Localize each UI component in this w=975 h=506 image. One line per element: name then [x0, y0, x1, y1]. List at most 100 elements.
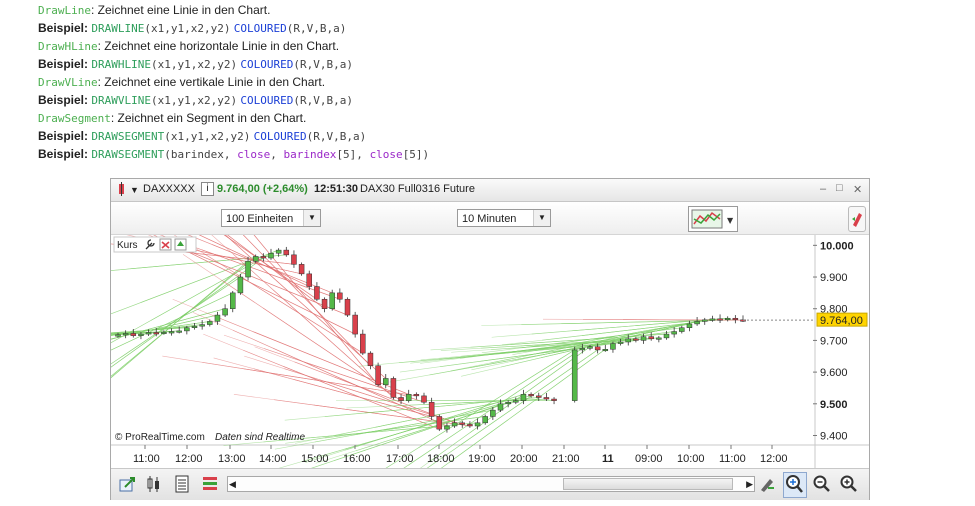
candle-body: [237, 276, 244, 294]
segment-line: [111, 331, 172, 336]
candle-body: [275, 249, 282, 254]
horizontal-scrollbar[interactable]: ◀ ▶: [227, 476, 755, 492]
layers-icon[interactable]: [201, 475, 219, 493]
candle-body: [383, 378, 389, 386]
candle-body: [625, 338, 631, 343]
doc-args: [5]): [402, 148, 430, 161]
pen-tool-icon: [852, 213, 862, 227]
segment-line: [315, 400, 516, 464]
scroll-left-icon[interactable]: ◀: [229, 479, 236, 489]
doc-colour-args: (R,V,B,a): [286, 22, 347, 35]
segment-line: [111, 314, 218, 340]
instrument-name[interactable]: DAXXXXX: [143, 183, 195, 195]
doc-keyword: DrawVLine: [38, 76, 98, 89]
indicator-button[interactable]: ▼: [688, 206, 738, 232]
candle-body: [482, 416, 488, 424]
candle-body: [230, 292, 236, 309]
candle-body: [551, 398, 557, 401]
y-tick-label: 9.400: [820, 430, 848, 442]
candle-body: [459, 422, 465, 425]
candle-body: [505, 401, 511, 405]
candle-body: [497, 403, 504, 411]
chart-window: ▼ DAXXXXX i 9.764,00 (+2,64%) 12:51:30 D…: [110, 178, 870, 500]
zoom-in-icon[interactable]: [840, 475, 858, 493]
x-tick-label: 13:00: [218, 453, 246, 465]
candle-body: [321, 298, 328, 309]
doc-variable: close: [369, 148, 403, 161]
auto-zoom-icon[interactable]: [783, 472, 807, 498]
candle-body: [176, 330, 182, 333]
candle-body: [390, 378, 397, 398]
segment-line: [147, 235, 348, 316]
candle-body: [138, 333, 144, 336]
x-tick-label: 11:00: [719, 453, 746, 465]
doc-description: : Zeichnet eine Linie in den Chart.: [90, 3, 271, 17]
doc-coloured: COLOURED: [240, 58, 294, 71]
candle-body: [444, 425, 450, 430]
info-icon[interactable]: i: [201, 182, 214, 196]
doc-line: Beispiel: DRAWHLINE(x1,y1,x2,y2) COLOURE…: [38, 55, 429, 73]
minimize-icon[interactable]: –: [820, 183, 827, 195]
add-indicator-icon[interactable]: [174, 238, 187, 251]
interval-select[interactable]: 10 Minuten ▼: [457, 209, 551, 227]
last-price-badge: 9.764,00: [816, 312, 868, 327]
candle-body: [222, 308, 228, 316]
wrench-icon[interactable]: [145, 239, 155, 250]
candle-body: [214, 314, 221, 322]
tool-side-button[interactable]: [848, 206, 866, 232]
segment-line: [213, 357, 432, 417]
candle-body: [571, 349, 578, 401]
segment-line: [430, 333, 667, 351]
segment-line: [403, 348, 583, 468]
dropdown-arrow-icon[interactable]: ▼: [130, 185, 139, 195]
instrument-color-icon[interactable]: [115, 182, 129, 199]
scroll-right-icon[interactable]: ▶: [746, 479, 753, 489]
candle-body: [694, 321, 700, 325]
doc-line: DrawLine: Zeichnet eine Linie in den Cha…: [38, 1, 429, 19]
x-tick-label: 15:00: [301, 453, 329, 465]
plot-area: [111, 235, 815, 445]
segment-line: [192, 312, 448, 427]
candle-body: [536, 395, 542, 398]
draw-tool-icon[interactable]: [758, 475, 776, 493]
doc-example-label: Beispiel:: [38, 57, 89, 71]
chevron-down-icon: ▼: [303, 210, 320, 226]
units-select[interactable]: 100 Einheiten ▼: [221, 209, 321, 227]
candle-body: [648, 336, 654, 340]
watermark: © ProRealTime.com: [115, 432, 205, 443]
segment-line: [441, 349, 606, 468]
chart-toolbar: 100 Einheiten ▼ 10 Minuten ▼ ▼: [111, 202, 869, 235]
candle-body: [717, 318, 723, 321]
segment-line: [491, 317, 728, 338]
maximize-icon[interactable]: □: [836, 182, 843, 194]
candle-body: [153, 332, 159, 335]
doc-function: DRAWLINE: [91, 22, 145, 35]
export-icon[interactable]: [119, 475, 137, 493]
candle-body: [122, 333, 129, 336]
segment-line: [253, 235, 379, 385]
close-icon[interactable]: ✕: [853, 184, 863, 196]
segment-line: [111, 256, 256, 377]
zoom-out-icon[interactable]: [813, 475, 831, 493]
segment-line: [481, 327, 682, 354]
doc-variable: close: [237, 148, 271, 161]
segment-line: [111, 249, 279, 315]
x-tick-label: 14:00: [259, 453, 287, 465]
y-tick-label: 9.500: [820, 399, 848, 411]
candle-body: [640, 336, 647, 341]
candle-settings-icon[interactable]: [145, 475, 163, 493]
units-select-value: 100 Einheiten: [226, 213, 294, 225]
candle-body: [421, 395, 427, 403]
scrollbar-thumb[interactable]: [563, 478, 733, 490]
table-icon[interactable]: [173, 475, 191, 493]
remove-indicator-icon[interactable]: [159, 238, 172, 251]
window-titlebar: ▼ DAXXXXX i 9.764,00 (+2,64%) 12:51:30 D…: [111, 179, 869, 202]
segment-line: [278, 403, 501, 468]
candle-body: [207, 321, 213, 325]
segment-line: [451, 338, 652, 353]
candle-body: [702, 319, 708, 322]
segment-line: [399, 340, 636, 373]
candle-body: [337, 292, 343, 300]
doc-coloured: COLOURED: [233, 22, 287, 35]
